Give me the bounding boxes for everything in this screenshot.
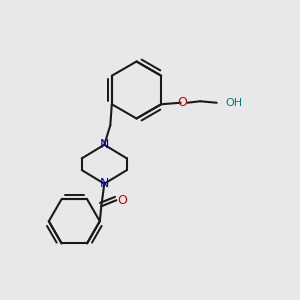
Text: N: N [100, 177, 109, 190]
Text: N: N [100, 138, 109, 151]
Text: OH: OH [226, 98, 243, 108]
Text: O: O [177, 96, 187, 109]
Text: O: O [117, 194, 127, 207]
